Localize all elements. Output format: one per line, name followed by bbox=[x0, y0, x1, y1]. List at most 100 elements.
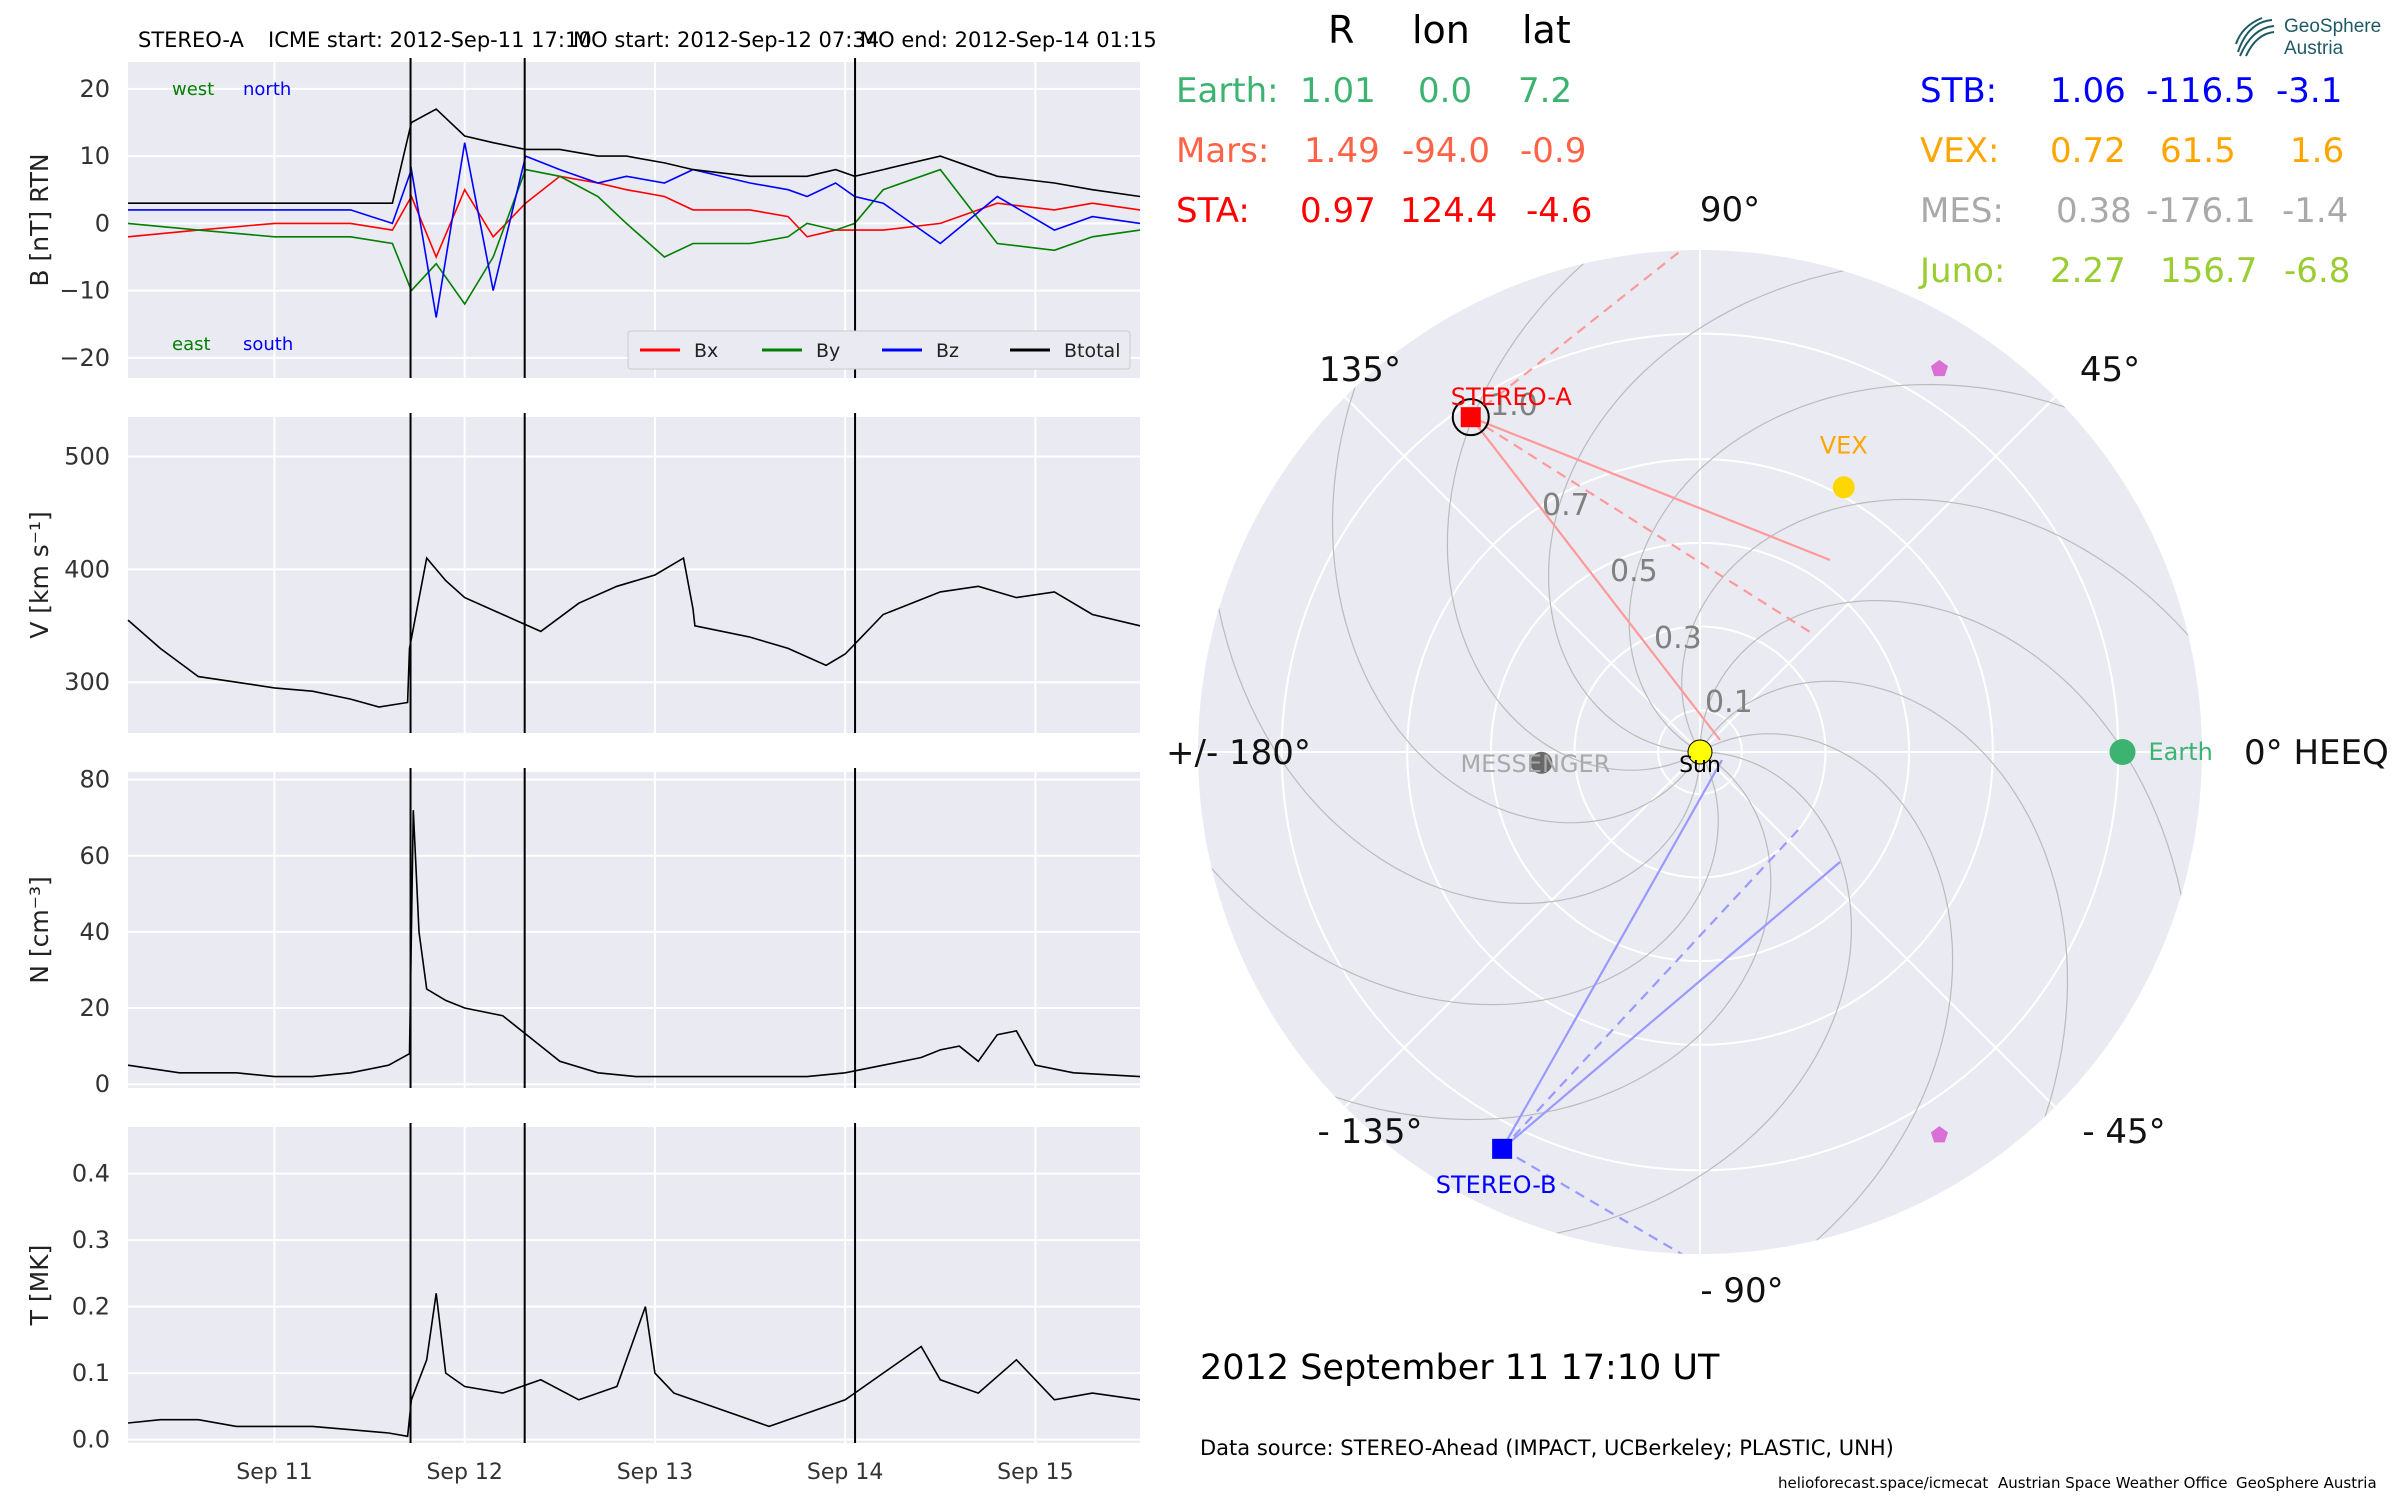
header-mo-start: MO start: 2012-Sep-12 07:34 bbox=[573, 28, 880, 52]
row-stb-r: 1.06 bbox=[2050, 71, 2126, 111]
row-vex-lat: 1.6 bbox=[2290, 131, 2345, 171]
row-juno-label: Juno: bbox=[1920, 251, 2006, 291]
x-tick-label: Sep 13 bbox=[617, 1460, 693, 1485]
polar-radius-label: 0.7 bbox=[1542, 488, 1590, 523]
panel-1-series-btotal bbox=[128, 108, 1141, 204]
legend-label-btotal: Btotal bbox=[1064, 340, 1120, 362]
panel-1-series-by bbox=[127, 168, 1141, 306]
polar-angle-label: 0° HEEQ bbox=[2244, 733, 2389, 773]
x-tick-label: Sep 12 bbox=[426, 1460, 502, 1485]
geosphere-logo bbox=[2232, 14, 2278, 64]
x-tick-label: Sep 14 bbox=[807, 1460, 883, 1485]
stb-marker bbox=[1492, 1138, 1513, 1159]
row-sta-lat: -4.6 bbox=[1526, 191, 1593, 231]
footer-office: Austrian Space Weather Office bbox=[1998, 1474, 2228, 1492]
panel-3-y-tick-label: 80 bbox=[79, 766, 110, 794]
panel-3-y-tick-label: 20 bbox=[79, 994, 110, 1022]
panel-4-y-tick-label: 0.0 bbox=[72, 1426, 110, 1454]
panel-4-y-tick-label: 0.3 bbox=[72, 1226, 110, 1254]
sta-fov-line bbox=[1469, 416, 1721, 741]
polar-radius-label: 0.1 bbox=[1705, 685, 1753, 720]
row-mars-lon: -94.0 bbox=[1402, 131, 1490, 171]
panel-3-y-label: N [cm⁻³] bbox=[25, 876, 54, 983]
parker-spiral-line bbox=[1681, 498, 2202, 745]
parker-spiral-line bbox=[1547, 261, 1916, 753]
panel-1-y-tick-label: −20 bbox=[59, 344, 110, 372]
panel-1-series-bx bbox=[127, 175, 1141, 260]
row-sta-lon: 124.4 bbox=[1400, 191, 1498, 231]
panel-2-background bbox=[128, 417, 1140, 733]
row-earth-lon: 0.0 bbox=[1418, 71, 1473, 111]
panel-4-y-label: T [MK] bbox=[25, 1245, 54, 1327]
panel-2-y-tick-label: 400 bbox=[64, 555, 110, 583]
vex-marker bbox=[1832, 476, 1855, 499]
panel-2-y-tick-label: 300 bbox=[64, 668, 110, 696]
parker-spiral-line bbox=[1198, 759, 1719, 1006]
stb-label: STEREO-B bbox=[1436, 1171, 1557, 1199]
row-sta-r: 0.97 bbox=[1300, 191, 1376, 231]
row-earth-r: 1.01 bbox=[1300, 71, 1376, 111]
footer-org: GeoSphere Austria bbox=[2236, 1474, 2377, 1492]
row-mes-lat: -1.4 bbox=[2282, 191, 2349, 231]
data-source: Data source: STEREO-Ahead (IMPACT, UCBer… bbox=[1200, 1436, 1894, 1460]
parker-spiral-line bbox=[1446, 250, 1693, 771]
polar-angle-label: 45° bbox=[2080, 350, 2140, 390]
panel-3-background bbox=[128, 772, 1140, 1088]
polar-angle-label: - 45° bbox=[2082, 1112, 2165, 1152]
polar-spoke bbox=[1699, 396, 2056, 753]
row-mes-lon: -176.1 bbox=[2146, 191, 2256, 231]
annotation-east: east bbox=[172, 334, 211, 355]
legend-label-bz: Bz bbox=[936, 340, 959, 362]
panel-1-y-tick-label: 0 bbox=[95, 209, 110, 237]
panel-4-y-tick-label: 0.2 bbox=[72, 1293, 110, 1321]
row-mes-label: MES: bbox=[1920, 191, 2004, 231]
stb-fov-line bbox=[1501, 759, 1723, 1150]
vex-label: VEX bbox=[1820, 431, 1868, 459]
row-mars-lat: -0.9 bbox=[1520, 131, 1587, 171]
panel-1-y-tick-label: −10 bbox=[59, 277, 110, 305]
legend-label-by: By bbox=[816, 340, 840, 362]
sta-label: STEREO-A bbox=[1451, 383, 1573, 411]
parker-spiral-line bbox=[1484, 751, 1853, 1243]
panel-2-series-v bbox=[127, 556, 1141, 708]
messenger-marker bbox=[1530, 751, 1553, 774]
row-vex-label: VEX: bbox=[1920, 131, 2000, 171]
panel-4-y-tick-label: 0.4 bbox=[72, 1160, 110, 1188]
panel-3-y-tick-label: 40 bbox=[79, 918, 110, 946]
annotation-north: north bbox=[243, 79, 291, 100]
geosphere-logo-icon bbox=[2235, 17, 2275, 57]
row-juno-lon: 156.7 bbox=[2160, 251, 2258, 291]
logo-line1: GeoSphere bbox=[2284, 16, 2382, 37]
polar-spoke bbox=[1344, 751, 1701, 1108]
earth-marker bbox=[2109, 739, 2136, 765]
polar-angle-label: +/- 180° bbox=[1166, 733, 1311, 773]
x-tick-label: Sep 15 bbox=[997, 1460, 1073, 1485]
legend-label-bx: Bx bbox=[694, 340, 718, 362]
panel-3-y-tick-label: 60 bbox=[79, 842, 110, 870]
polar-spoke bbox=[1344, 396, 1701, 753]
parker-spiral-line bbox=[1628, 383, 2132, 749]
sta-marker bbox=[1460, 407, 1481, 428]
polar-angle-label: 90° bbox=[1700, 190, 1760, 230]
polar-angle-label: - 90° bbox=[1700, 1271, 1783, 1311]
row-juno-lat: -6.8 bbox=[2284, 251, 2351, 291]
polar-angle-label: 135° bbox=[1319, 350, 1401, 390]
panel-1-y-tick-label: 10 bbox=[79, 142, 110, 170]
annotation-south: south bbox=[243, 334, 293, 355]
panel-2-y-tick-label: 500 bbox=[64, 443, 110, 471]
polar-pentagon-marker bbox=[1930, 1126, 1948, 1143]
timestamp: 2012 September 11 17:10 UT bbox=[1200, 1348, 1720, 1388]
row-mars-label: Mars: bbox=[1176, 131, 1270, 171]
panel-4-y-tick-label: 0.1 bbox=[72, 1359, 110, 1387]
polar-pentagon-marker bbox=[1930, 359, 1948, 377]
row-stb-lat: -3.1 bbox=[2276, 71, 2343, 111]
parker-spiral-line bbox=[1699, 599, 2191, 968]
row-earth-lat: 7.2 bbox=[1518, 71, 1573, 111]
logo-line2: Austria bbox=[2284, 38, 2344, 59]
stb-fov-line bbox=[1501, 827, 1801, 1150]
parker-spiral-line bbox=[1703, 680, 2069, 1184]
sun-marker bbox=[1687, 739, 1713, 765]
legend-box bbox=[627, 330, 1131, 370]
parker-spiral-line bbox=[1209, 536, 1701, 905]
